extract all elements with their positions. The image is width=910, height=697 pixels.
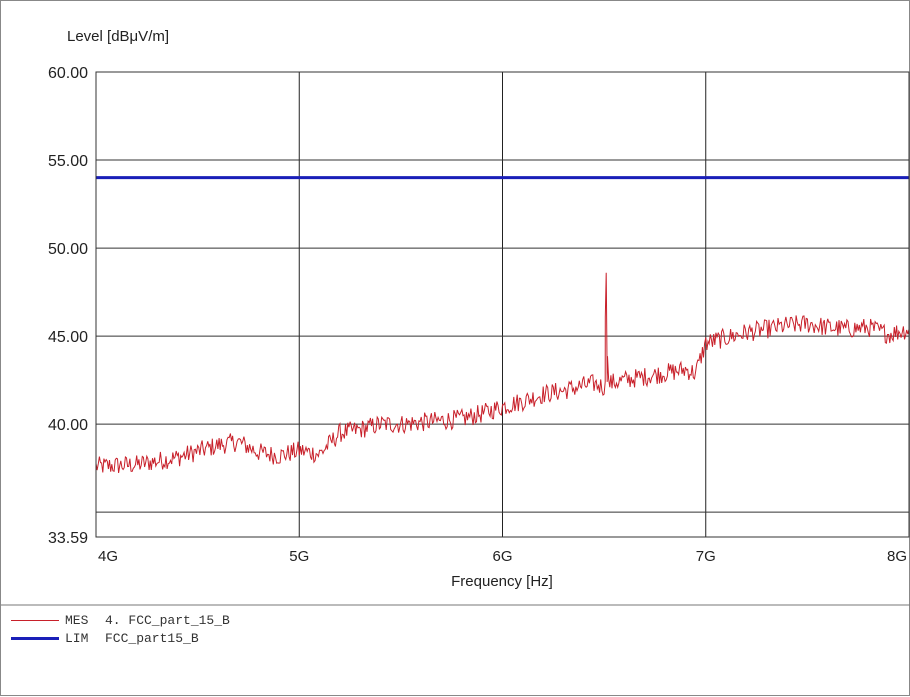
legend-swatch-mes xyxy=(11,619,59,621)
y-tick-label: 45.00 xyxy=(48,329,88,346)
y-tick-label: 33.59 xyxy=(48,530,88,547)
legend-text: 4. FCC_part_15_B xyxy=(105,612,230,628)
y-tick-label: 55.00 xyxy=(48,153,88,170)
plot-area xyxy=(95,71,910,538)
y-tick-label: 40.00 xyxy=(48,417,88,434)
legend-code: MES xyxy=(65,612,89,628)
legend: MES 4. FCC_part_15_B LIM FCC_part15_B xyxy=(11,611,891,647)
legend-code: LIM xyxy=(65,630,89,646)
y-axis-label: Level [dBμV/m] xyxy=(67,28,169,45)
y-tick-label: 50.00 xyxy=(48,241,88,258)
legend-item-mes: MES 4. FCC_part_15_B xyxy=(11,611,891,629)
x-tick-label: 4G xyxy=(98,548,118,565)
x-tick-label: 7G xyxy=(696,548,716,565)
y-tick-label: 60.00 xyxy=(48,65,88,82)
x-tick-label: 5G xyxy=(289,548,309,565)
x-tick-label: 8G xyxy=(887,548,907,565)
legend-item-lim: LIM FCC_part15_B xyxy=(11,629,891,647)
x-tick-label: 6G xyxy=(492,548,512,565)
series-line-mes xyxy=(95,272,910,473)
legend-swatch-lim xyxy=(11,636,59,640)
legend-text: FCC_part15_B xyxy=(105,630,199,646)
x-axis-label: Frequency [Hz] xyxy=(451,573,553,590)
